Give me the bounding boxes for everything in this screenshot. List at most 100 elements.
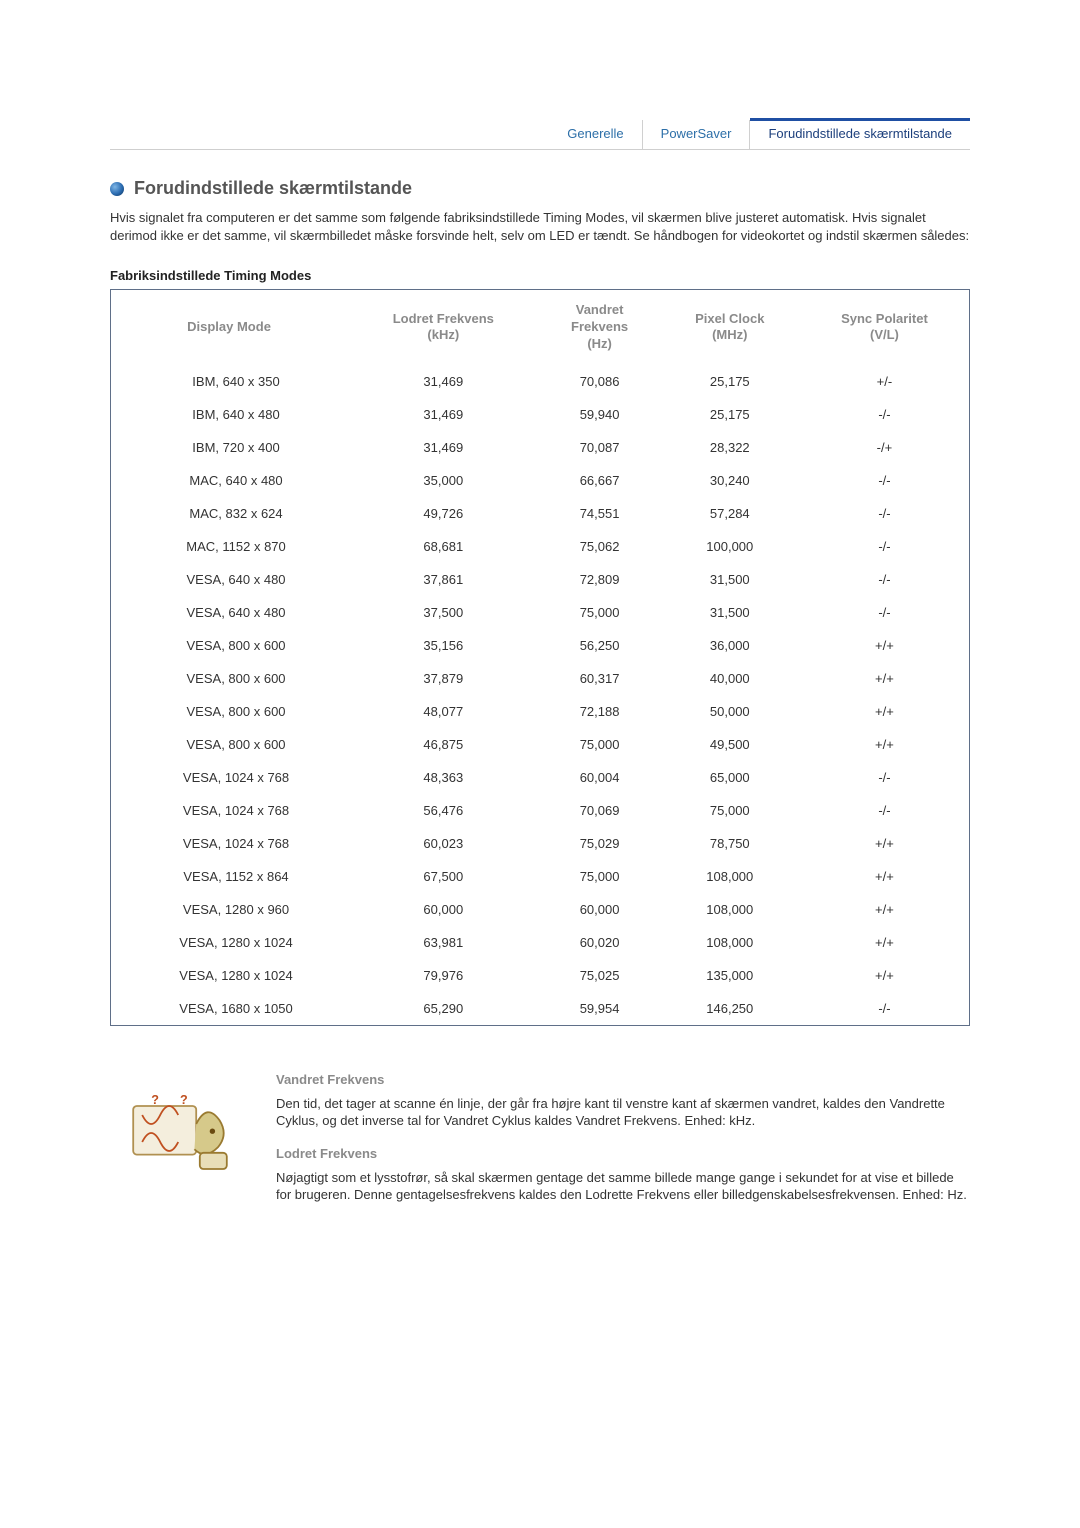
table-row: VESA, 1152 x 86467,50075,000108,000+/+: [111, 860, 970, 893]
table-cell: MAC, 640 x 480: [111, 464, 348, 497]
table-cell: -/+: [800, 431, 970, 464]
table-cell: 68,681: [347, 530, 539, 563]
table-row: VESA, 1280 x 102479,97675,025135,000+/+: [111, 959, 970, 992]
table-cell: 75,000: [540, 860, 660, 893]
table-cell: 40,000: [660, 662, 800, 695]
table-cell: 37,500: [347, 596, 539, 629]
table-cell: 72,809: [540, 563, 660, 596]
table-cell: +/+: [800, 959, 970, 992]
table-row: IBM, 720 x 40031,46970,08728,322-/+: [111, 431, 970, 464]
definitions-block: ? ? Vandret Frekvens Den tid, det tager …: [110, 1066, 970, 1220]
table-row: VESA, 800 x 60035,15656,25036,000+/+: [111, 629, 970, 662]
col-sync-polaritet: Sync Polaritet(V/L): [800, 290, 970, 365]
table-cell: VESA, 1680 x 1050: [111, 992, 348, 1026]
table-cell: 50,000: [660, 695, 800, 728]
table-cell: VESA, 800 x 600: [111, 695, 348, 728]
table-cell: IBM, 720 x 400: [111, 431, 348, 464]
table-cell: 108,000: [660, 860, 800, 893]
table-cell: VESA, 800 x 600: [111, 728, 348, 761]
table-cell: VESA, 1024 x 768: [111, 761, 348, 794]
table-cell: +/+: [800, 926, 970, 959]
table-row: VESA, 1024 x 76860,02375,02978,750+/+: [111, 827, 970, 860]
table-cell: 30,240: [660, 464, 800, 497]
table-cell: 36,000: [660, 629, 800, 662]
table-cell: -/-: [800, 794, 970, 827]
table-row: MAC, 832 x 62449,72674,55157,284-/-: [111, 497, 970, 530]
table-cell: 75,062: [540, 530, 660, 563]
table-row: MAC, 640 x 48035,00066,66730,240-/-: [111, 464, 970, 497]
table-row: IBM, 640 x 35031,46970,08625,175+/-: [111, 365, 970, 398]
intro-paragraph: Hvis signalet fra computeren er det samm…: [110, 209, 970, 244]
table-row: IBM, 640 x 48031,46959,94025,175-/-: [111, 398, 970, 431]
def-heading-lodret: Lodret Frekvens: [276, 1146, 970, 1161]
table-cell: VESA, 640 x 480: [111, 596, 348, 629]
table-cell: 70,086: [540, 365, 660, 398]
table-cell: +/+: [800, 860, 970, 893]
frequency-clipart-icon: ? ?: [110, 1066, 250, 1178]
table-cell: VESA, 800 x 600: [111, 629, 348, 662]
table-cell: +/+: [800, 827, 970, 860]
table-cell: 75,000: [540, 596, 660, 629]
def-heading-vandret: Vandret Frekvens: [276, 1072, 970, 1087]
table-cell: +/+: [800, 728, 970, 761]
table-cell: 37,879: [347, 662, 539, 695]
table-cell: IBM, 640 x 480: [111, 398, 348, 431]
table-cell: -/-: [800, 464, 970, 497]
col-vandret-frekvens: VandretFrekvens(Hz): [540, 290, 660, 365]
table-cell: VESA, 640 x 480: [111, 563, 348, 596]
def-body-lodret: Nøjagtigt som et lysstofrør, så skal skæ…: [276, 1169, 970, 1204]
table-cell: 135,000: [660, 959, 800, 992]
table-cell: MAC, 832 x 624: [111, 497, 348, 530]
table-cell: 35,000: [347, 464, 539, 497]
table-cell: +/+: [800, 662, 970, 695]
table-cell: 59,954: [540, 992, 660, 1026]
table-cell: 72,188: [540, 695, 660, 728]
def-body-vandret: Den tid, det tager at scanne én linje, d…: [276, 1095, 970, 1130]
table-cell: 49,726: [347, 497, 539, 530]
table-cell: 25,175: [660, 398, 800, 431]
table-cell: 60,023: [347, 827, 539, 860]
table-cell: 60,020: [540, 926, 660, 959]
table-cell: 60,004: [540, 761, 660, 794]
table-cell: 35,156: [347, 629, 539, 662]
table-row: MAC, 1152 x 87068,68175,062100,000-/-: [111, 530, 970, 563]
table-row: VESA, 640 x 48037,86172,80931,500-/-: [111, 563, 970, 596]
table-cell: 66,667: [540, 464, 660, 497]
table-cell: 75,000: [660, 794, 800, 827]
table-cell: 75,029: [540, 827, 660, 860]
table-cell: -/-: [800, 761, 970, 794]
table-cell: VESA, 1280 x 960: [111, 893, 348, 926]
tab-forudindstillede[interactable]: Forudindstillede skærmtilstande: [749, 120, 970, 149]
timing-modes-table: Display Mode Lodret Frekvens(kHz) Vandre…: [110, 289, 970, 1026]
col-display-mode: Display Mode: [111, 290, 348, 365]
table-cell: 75,025: [540, 959, 660, 992]
table-cell: -/-: [800, 596, 970, 629]
table-header-row: Display Mode Lodret Frekvens(kHz) Vandre…: [111, 290, 970, 365]
table-cell: 65,000: [660, 761, 800, 794]
table-row: VESA, 800 x 60037,87960,31740,000+/+: [111, 662, 970, 695]
table-row: VESA, 1024 x 76848,36360,00465,000-/-: [111, 761, 970, 794]
table-cell: MAC, 1152 x 870: [111, 530, 348, 563]
table-row: VESA, 1680 x 105065,29059,954146,250-/-: [111, 992, 970, 1026]
table-cell: +/+: [800, 695, 970, 728]
table-cell: 74,551: [540, 497, 660, 530]
table-cell: 31,469: [347, 431, 539, 464]
svg-text:?: ?: [180, 1093, 188, 1107]
table-cell: VESA, 1280 x 1024: [111, 926, 348, 959]
tab-powersaver[interactable]: PowerSaver: [642, 120, 750, 149]
table-cell: 57,284: [660, 497, 800, 530]
table-cell: 48,363: [347, 761, 539, 794]
section-title: Forudindstillede skærmtilstande: [134, 178, 412, 199]
tab-bar: Generelle PowerSaver Forudindstillede sk…: [110, 120, 970, 150]
tab-generelle[interactable]: Generelle: [549, 120, 641, 149]
table-cell: IBM, 640 x 350: [111, 365, 348, 398]
table-cell: VESA, 800 x 600: [111, 662, 348, 695]
table-row: VESA, 640 x 48037,50075,00031,500-/-: [111, 596, 970, 629]
table-cell: 78,750: [660, 827, 800, 860]
table-cell: 60,317: [540, 662, 660, 695]
table-cell: 31,500: [660, 563, 800, 596]
table-cell: -/-: [800, 563, 970, 596]
table-cell: 28,322: [660, 431, 800, 464]
table-cell: 37,861: [347, 563, 539, 596]
table-row: VESA, 1280 x 96060,00060,000108,000+/+: [111, 893, 970, 926]
